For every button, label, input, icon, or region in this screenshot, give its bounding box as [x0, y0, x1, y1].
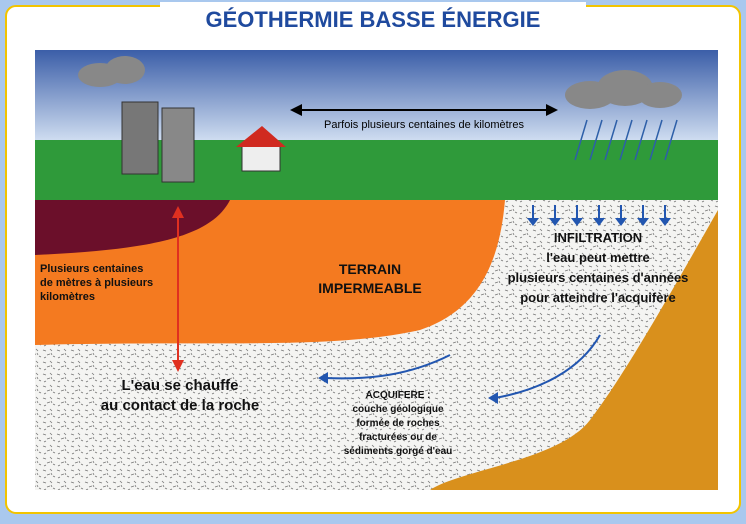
- terrain-line: IMPERMEABLE: [318, 280, 421, 296]
- terrain-line: TERRAIN: [339, 261, 401, 277]
- depth-arrow: [172, 206, 184, 372]
- infiltration-label: INFILTRATION l'eau peut mettre plusieurs…: [508, 230, 689, 305]
- distance-label: Parfois plusieurs centaines de kilomètre…: [324, 119, 524, 131]
- depth-label: Plusieurs centaines de mètres à plusieur…: [40, 263, 153, 303]
- aquifer-line: couche géologique: [352, 404, 444, 415]
- title-bg: [160, 2, 586, 38]
- aquifer-line: sédiments gorgé d'eau: [344, 446, 453, 457]
- aquifer-line: formée de roches: [356, 418, 440, 429]
- rock-layer: [430, 210, 718, 490]
- depth-line: de mètres à plusieurs: [40, 277, 153, 289]
- aquifer-line: ACQUIFERE :: [366, 390, 431, 401]
- distance-arrow: [290, 104, 558, 116]
- heating-line: au contact de la roche: [101, 397, 259, 414]
- infiltration-line: plusieurs centaines d'années: [508, 270, 689, 285]
- aquifer-line: fracturées ou de: [359, 432, 437, 443]
- buildings: [121, 101, 195, 183]
- heating-label: L'eau se chauffe au contact de la roche: [101, 377, 259, 414]
- depth-line: Plusieurs centaines: [40, 263, 143, 275]
- heating-line: L'eau se chauffe: [122, 377, 239, 394]
- house: [236, 126, 286, 172]
- title: GÉOTHERMIE BASSE ÉNERGIE: [206, 7, 541, 32]
- infiltration-line: pour atteindre l'acquifère: [520, 290, 676, 305]
- depth-line: kilomètres: [40, 291, 95, 303]
- rain: [574, 119, 678, 161]
- infiltration-arrows: [318, 205, 671, 404]
- infiltration-line: l'eau peut mettre: [546, 250, 650, 265]
- aquifer-label: ACQUIFERE : couche géologique formée de …: [344, 390, 453, 457]
- infiltration-line: INFILTRATION: [554, 230, 642, 245]
- clouds: [78, 56, 682, 109]
- terrain-label: TERRAIN IMPERMEABLE: [318, 261, 421, 296]
